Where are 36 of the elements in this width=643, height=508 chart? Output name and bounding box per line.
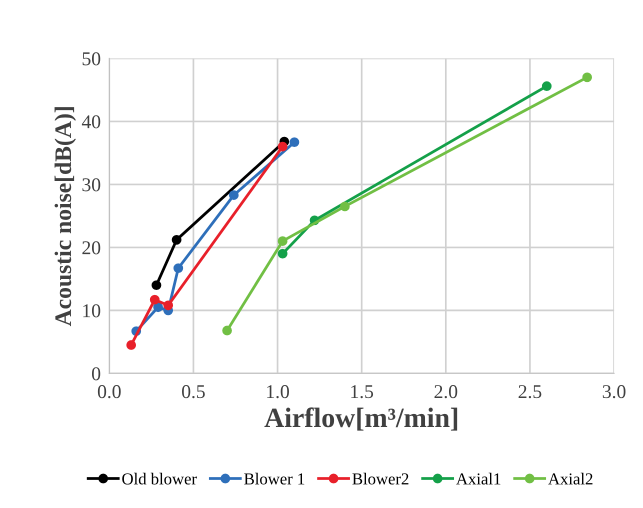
point	[126, 340, 136, 350]
point	[290, 137, 300, 148]
x-tick-label: 1.0	[267, 385, 289, 398]
legend-label: Blower 1	[244, 472, 304, 485]
point	[173, 263, 184, 274]
legend-label: Blower2	[352, 472, 408, 485]
x-tick-label: 2.0	[434, 385, 458, 398]
point	[150, 294, 160, 305]
point	[228, 190, 239, 200]
y-tick-label: 0	[92, 367, 100, 380]
y-tick-label: 10	[83, 304, 100, 318]
point	[278, 142, 288, 152]
x-axis-title: Airflow[m³/min]	[264, 407, 458, 431]
y-axis-title: Acoustic noise[dB(A)]	[54, 107, 76, 326]
x-tick-label: 2.5	[518, 385, 542, 398]
x-tick-label: 3.0	[602, 385, 626, 398]
point	[278, 236, 288, 246]
point	[222, 326, 232, 336]
y-tick-label: 50	[82, 52, 100, 66]
y-tick-label: 20	[82, 241, 100, 254]
point	[163, 300, 174, 310]
legend-label: Axial2	[548, 472, 592, 485]
point	[542, 81, 552, 91]
y-tick-label: 30	[82, 178, 100, 192]
legend-label: Old blower	[122, 472, 197, 485]
x-tick-label: 0.0	[98, 385, 121, 398]
point	[172, 234, 182, 245]
point	[582, 72, 592, 82]
point	[278, 248, 288, 259]
y-tick-label: 40	[82, 115, 100, 128]
point	[340, 202, 350, 212]
x-tick-label: 0.5	[182, 385, 205, 398]
legend-label: Axial1	[456, 472, 500, 485]
point	[153, 302, 163, 312]
point	[152, 280, 162, 290]
x-tick-label: 1.5	[351, 385, 374, 398]
